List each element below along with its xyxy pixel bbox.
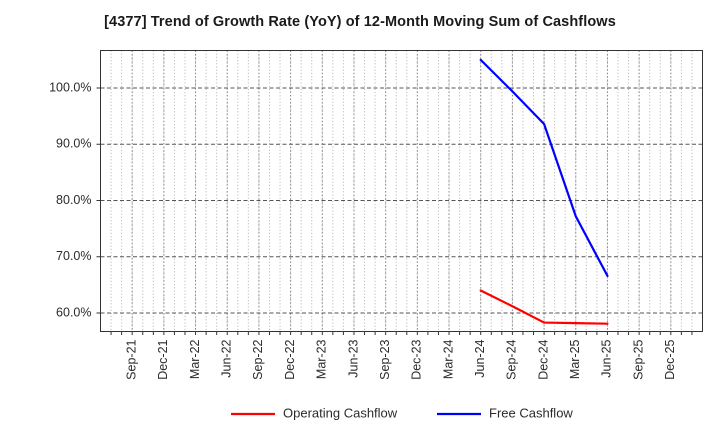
x-axis-tick-label: Jun-23	[346, 339, 360, 377]
x-axis-tick-label: Dec-24	[536, 339, 550, 379]
horizontal-gridlines	[100, 87, 703, 314]
y-axis-tick-label: 60.0%	[56, 305, 91, 319]
series-line-free-cashflow	[479, 58, 609, 277]
chart-legend: Operating Cashflow Free Cashflow	[231, 405, 573, 420]
x-axis-tick-label: Sep-24	[505, 339, 519, 379]
quarterly-gridlines	[131, 50, 672, 332]
x-axis-tick-label: Sep-22	[251, 339, 265, 379]
x-axis-tick-label: Jun-25	[600, 339, 614, 377]
plot-border	[100, 50, 703, 332]
legend-label-free-cashflow: Free Cashflow	[489, 405, 573, 420]
x-axis-labels: Sep-21 Dec-21 Mar-22 Jun-22 Sep-22 Dec-22 Mar-…	[124, 339, 677, 379]
x-axis-tick-label: Sep-23	[378, 339, 392, 379]
x-axis-tick-label: Dec-22	[283, 339, 297, 379]
data-series-group	[479, 58, 609, 325]
y-axis-labels: 100.0% 90.0% 80.0% 70.0% 60.0%	[49, 80, 91, 319]
series-line-operating-cashflow	[479, 289, 609, 325]
x-axis-tick-label: Mar-25	[568, 339, 582, 379]
x-axis-tick-label: Mar-24	[441, 339, 455, 379]
x-axis-tick-label: Mar-22	[188, 339, 202, 379]
x-axis-tick-label: Sep-21	[124, 339, 138, 379]
x-axis-tick-label: Jun-24	[473, 339, 487, 377]
y-axis-tick-label: 100.0%	[49, 80, 91, 94]
x-axis-ticks	[110, 331, 693, 335]
x-axis-tick-label: Sep-25	[631, 339, 645, 379]
x-axis-tick-label: Mar-23	[315, 339, 329, 379]
y-axis-ticks	[96, 87, 101, 314]
y-axis-tick-label: 80.0%	[56, 193, 91, 207]
chart-title: [4377] Trend of Growth Rate (YoY) of 12-…	[104, 14, 616, 30]
y-axis-tick-label: 70.0%	[56, 249, 91, 263]
x-axis-tick-label: Dec-23	[410, 339, 424, 379]
legend-label-operating-cashflow: Operating Cashflow	[283, 405, 398, 420]
x-axis-tick-label: Dec-25	[663, 339, 677, 379]
x-axis-tick-label: Dec-21	[156, 339, 170, 379]
x-axis-tick-label: Jun-22	[220, 339, 234, 377]
minor-gridlines	[110, 50, 693, 332]
y-axis-tick-label: 90.0%	[56, 137, 91, 151]
